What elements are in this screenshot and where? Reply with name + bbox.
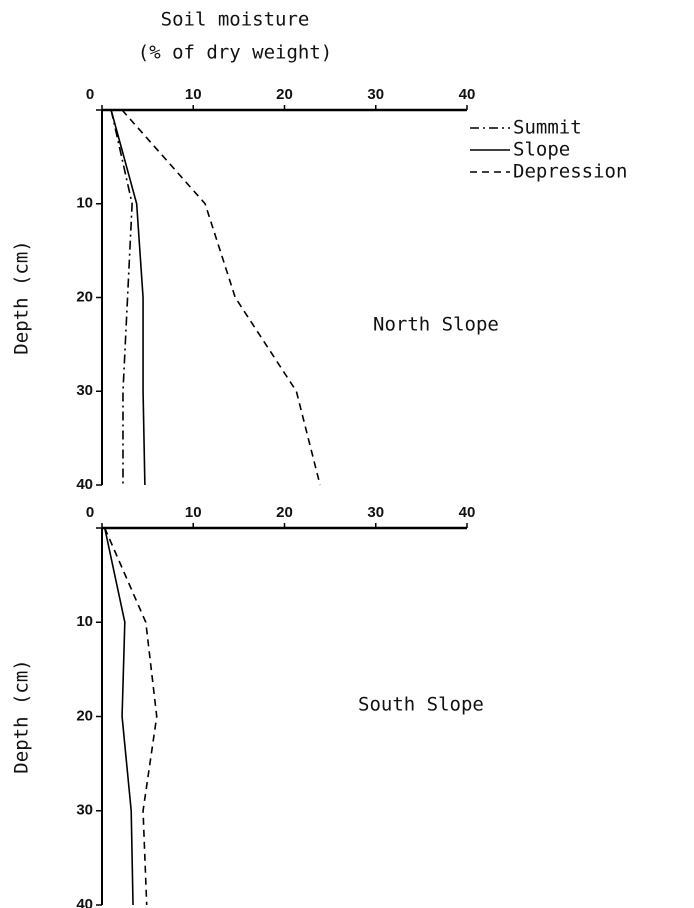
series-line [103,527,134,906]
x-tick-label: 0 [86,86,94,103]
x-tick-label: 40 [459,86,476,103]
annotation: South Slope [358,694,484,716]
y-tick-label: 10 [76,613,93,630]
x-tick-label: 10 [185,86,202,103]
legend-label: Depression [513,161,627,183]
y-axis-label: Depth (cm) [11,659,33,773]
annotation: North Slope [373,314,499,336]
y-tick-label: 20 [76,707,93,724]
x-tick-label: 0 [86,504,94,521]
legend-label: Slope [513,139,570,161]
series-line [104,527,158,906]
legend-label: Summit [513,117,582,139]
y-tick-label: 10 [76,195,93,212]
x-axis-label: Soil moisture [161,9,310,31]
x-tick-label: 40 [459,504,476,521]
y-tick-label: 30 [76,382,93,399]
x-tick-label: 10 [185,504,202,521]
x-tick-label: 30 [367,86,384,103]
x-axis-label: (% of dry weight) [138,42,332,64]
series-line [110,109,146,486]
series-line [110,109,133,485]
y-tick-label: 40 [76,896,93,908]
y-axis-label: Depth (cm) [11,240,33,354]
series-line [121,109,321,486]
y-tick-label: 20 [76,288,93,305]
x-tick-label: 30 [367,504,384,521]
x-tick-label: 20 [276,86,293,103]
y-tick-label: 40 [76,476,93,493]
x-tick-label: 20 [276,504,293,521]
y-tick-label: 30 [76,802,93,819]
